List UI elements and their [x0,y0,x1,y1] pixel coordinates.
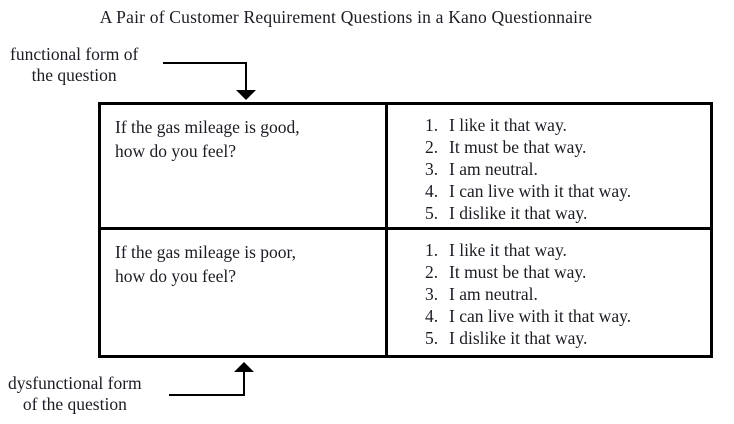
option-item: 5. I dislike it that way. [388,327,710,349]
option-text: I dislike it that way. [449,328,588,348]
question-functional-line1: If the gas mileage is good, [115,117,300,137]
option-item: 2. It must be that way. [388,136,710,158]
option-text: I dislike it that way. [449,203,588,223]
option-number: 4. [425,181,439,201]
option-item: 4. I can live with it that way. [388,180,710,202]
option-text: It must be that way. [449,262,587,282]
option-item: 5. I dislike it that way. [388,202,710,224]
question-functional-line2: how do you feel? [115,141,237,161]
option-number: 5. [425,203,439,223]
option-number: 2. [425,262,439,282]
option-item: 4. I can live with it that way. [388,305,710,327]
options-cell-dysfunctional: 1. I like it that way. 2. It must be tha… [388,230,710,355]
dysfunctional-form-label-line2: of the question [22,394,127,414]
figure-title: A Pair of Customer Requirement Questions… [99,7,593,27]
option-number: 1. [425,115,439,135]
question-cell-dysfunctional: If the gas mileage is poor, how do you f… [101,230,388,355]
option-number: 5. [425,328,439,348]
dysfunctional-connector-vline [243,372,245,396]
functional-connector-hline [163,62,247,64]
option-item: 1. I like it that way. [388,239,710,261]
option-text: I am neutral. [449,159,538,179]
functional-form-label-line1: functional form of [10,44,139,64]
kano-question-table: If the gas mileage is good, how do you f… [98,102,713,358]
option-text: It must be that way. [449,137,587,157]
option-number: 2. [425,137,439,157]
option-item: 3. I am neutral. [388,283,710,305]
option-item: 3. I am neutral. [388,158,710,180]
question-dysfunctional-line2: how do you feel? [115,266,237,286]
option-text: I am neutral. [449,284,538,304]
functional-form-label-line2: the question [31,65,117,85]
arrow-up-icon [234,362,254,372]
dysfunctional-form-label: dysfunctional form of the question [8,373,142,415]
option-text: I like it that way. [449,240,567,260]
option-number: 4. [425,306,439,326]
question-dysfunctional-line1: If the gas mileage is poor, [115,242,297,262]
dysfunctional-connector-hline [169,394,245,396]
arrow-down-icon [236,90,256,100]
option-text: I like it that way. [449,115,567,135]
dysfunctional-form-label-line1: dysfunctional form [8,373,142,393]
option-number: 1. [425,240,439,260]
option-text: I can live with it that way. [449,306,632,326]
functional-connector-vline [245,62,247,90]
option-number: 3. [425,284,439,304]
option-number: 3. [425,159,439,179]
option-item: 2. It must be that way. [388,261,710,283]
functional-form-label: functional form of the question [10,44,138,86]
option-item: 1. I like it that way. [388,114,710,136]
options-cell-functional: 1. I like it that way. 2. It must be tha… [388,105,710,230]
question-cell-functional: If the gas mileage is good, how do you f… [101,105,388,230]
option-text: I can live with it that way. [449,181,632,201]
